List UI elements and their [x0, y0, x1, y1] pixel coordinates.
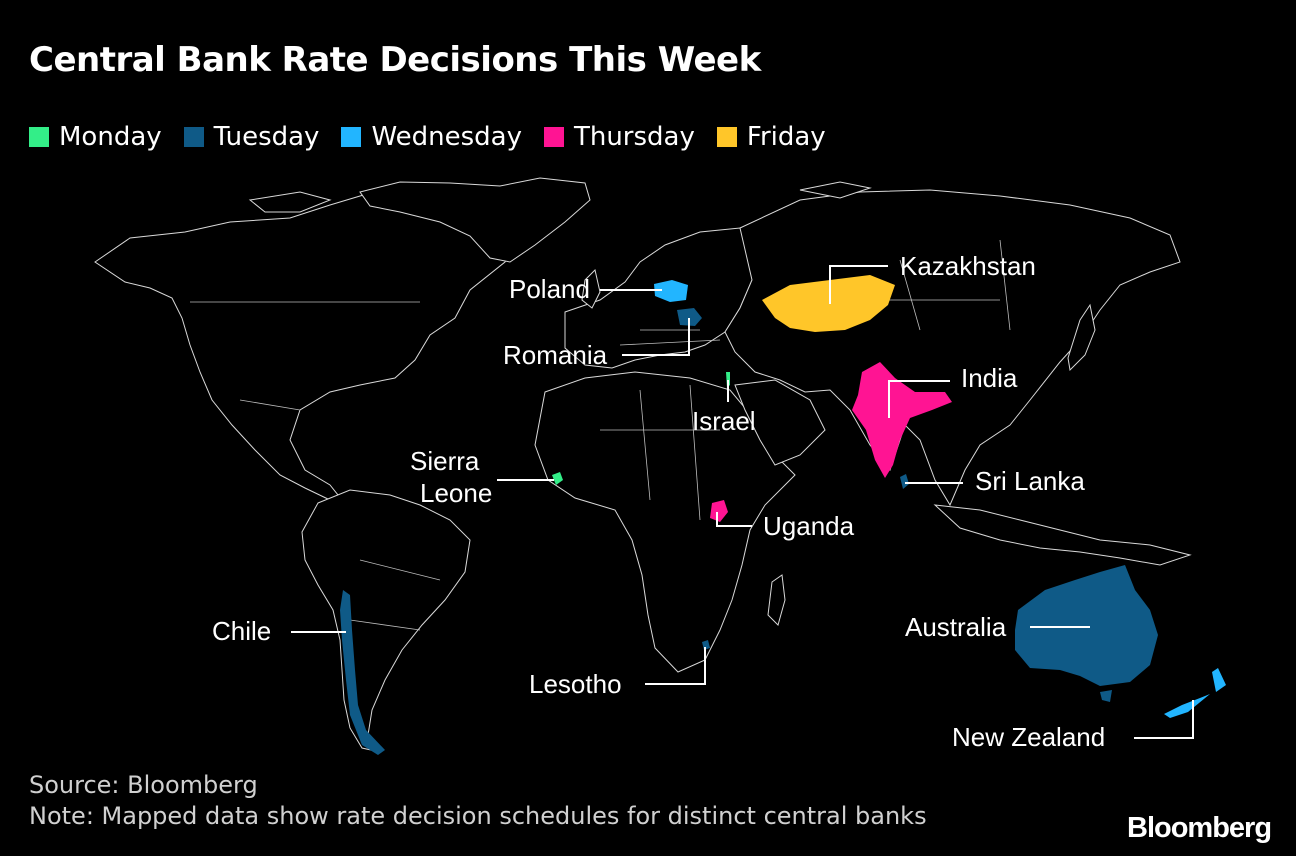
leader-new-zealand: [1134, 700, 1194, 739]
country-kazakhstan: [762, 275, 895, 332]
legend-swatch-wednesday: [341, 127, 362, 147]
legend: Monday Tuesday Wednesday Thursday Friday: [29, 122, 848, 152]
legend-swatch-tuesday: [183, 127, 204, 147]
label-india: India: [961, 363, 1018, 393]
legend-item-tuesday: Tuesday: [183, 122, 320, 152]
country-sierra-leone: [552, 472, 563, 485]
label-sierra-leone-line1: Sierra: [410, 446, 480, 476]
landmass-madagascar: [767, 574, 786, 626]
legend-swatch-thursday: [543, 127, 564, 147]
label-israel: Israel: [692, 406, 756, 436]
chart-title: Central Bank Rate Decisions This Week: [29, 40, 761, 80]
leader-lesotho: [645, 647, 706, 685]
bloomberg-logo: Bloomberg: [1127, 812, 1272, 844]
landmass-africa: [534, 371, 796, 673]
country-uganda: [710, 500, 728, 522]
leader-india: [888, 380, 950, 418]
landmass-arctic-islands: [248, 181, 872, 213]
landmass-greenland: [359, 177, 591, 263]
leader-uganda: [716, 512, 752, 527]
label-new-zealand: New Zealand: [952, 722, 1105, 752]
label-romania: Romania: [503, 340, 608, 370]
continents: [94, 177, 1192, 753]
legend-item-wednesday: Wednesday: [341, 122, 522, 152]
country-australia: [1015, 565, 1158, 702]
country-chile: [340, 590, 385, 755]
legend-swatch-friday: [716, 127, 737, 147]
legend-label-thursday: Thursday: [573, 122, 695, 152]
leader-romania: [622, 318, 690, 356]
label-australia: Australia: [905, 612, 1007, 642]
label-kazakhstan: Kazakhstan: [900, 251, 1036, 281]
landmass-uk: [581, 269, 601, 309]
label-sierra-leone-line2: Leone: [420, 478, 492, 508]
country-india: [852, 362, 952, 478]
legend-item-friday: Friday: [716, 122, 826, 152]
highlighted-countries: [340, 275, 1226, 755]
label-chile: Chile: [212, 616, 271, 646]
landmass-japan: [1067, 303, 1096, 372]
landmass-south-america: [301, 489, 471, 753]
country-labels: Kazakhstan Poland Romania India Israel S…: [212, 251, 1105, 752]
country-sri-lanka: [900, 474, 909, 489]
legend-label-monday: Monday: [59, 122, 162, 152]
legend-swatch-monday: [29, 127, 49, 147]
legend-label-tuesday: Tuesday: [213, 122, 320, 152]
leader-lines: [291, 265, 1194, 739]
source-text: Source: Bloomberg: [29, 771, 258, 799]
landmass-asia: [724, 189, 1181, 507]
country-romania: [677, 308, 702, 326]
country-poland: [654, 280, 688, 302]
label-uganda: Uganda: [763, 511, 855, 541]
label-sri-lanka: Sri Lanka: [975, 466, 1085, 496]
landmass-arabia: [734, 379, 826, 466]
legend-item-monday: Monday: [29, 122, 162, 152]
label-lesotho: Lesotho: [529, 669, 622, 699]
country-new-zealand: [1164, 668, 1226, 718]
note-text: Note: Mapped data show rate decision sch…: [29, 802, 927, 830]
landmass-indonesia: [933, 504, 1192, 566]
legend-item-thursday: Thursday: [543, 122, 695, 152]
legend-label-wednesday: Wednesday: [371, 122, 522, 152]
legend-label-friday: Friday: [746, 122, 826, 152]
label-poland: Poland: [509, 274, 590, 304]
leader-kazakhstan: [829, 265, 888, 304]
